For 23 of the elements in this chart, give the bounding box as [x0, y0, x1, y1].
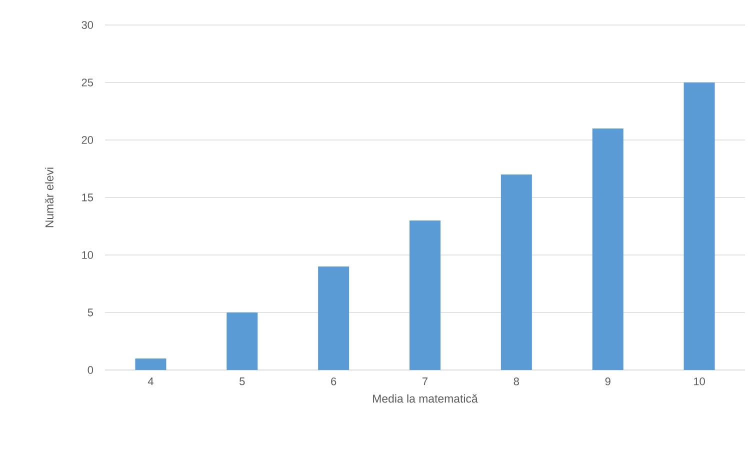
y-tick-label: 25	[82, 78, 94, 86]
x-tick-label: 6	[331, 378, 336, 386]
y-tick-label: 20	[82, 136, 94, 144]
y-axis-title: Număr elevi	[44, 168, 54, 228]
y-tick-label: 0	[88, 366, 94, 374]
bar	[318, 266, 350, 370]
x-tick-label: 7	[422, 378, 428, 386]
y-tick-label: 30	[82, 21, 94, 29]
bar	[226, 312, 258, 370]
bar	[135, 358, 166, 370]
y-tick-label: 5	[88, 308, 94, 316]
bar	[410, 220, 441, 370]
x-tick-label: 10	[694, 378, 705, 386]
x-tick-label: 9	[605, 378, 610, 386]
x-tick-label: 8	[514, 378, 519, 386]
x-tick-label: 4	[148, 378, 154, 386]
y-tick-label: 10	[82, 251, 94, 259]
x-axis-title: Media la matematică	[373, 394, 478, 403]
x-tick-label: 5	[240, 378, 245, 386]
bar	[500, 174, 532, 370]
y-tick-label: 15	[82, 194, 94, 202]
bar	[684, 82, 715, 370]
bar	[592, 128, 624, 370]
